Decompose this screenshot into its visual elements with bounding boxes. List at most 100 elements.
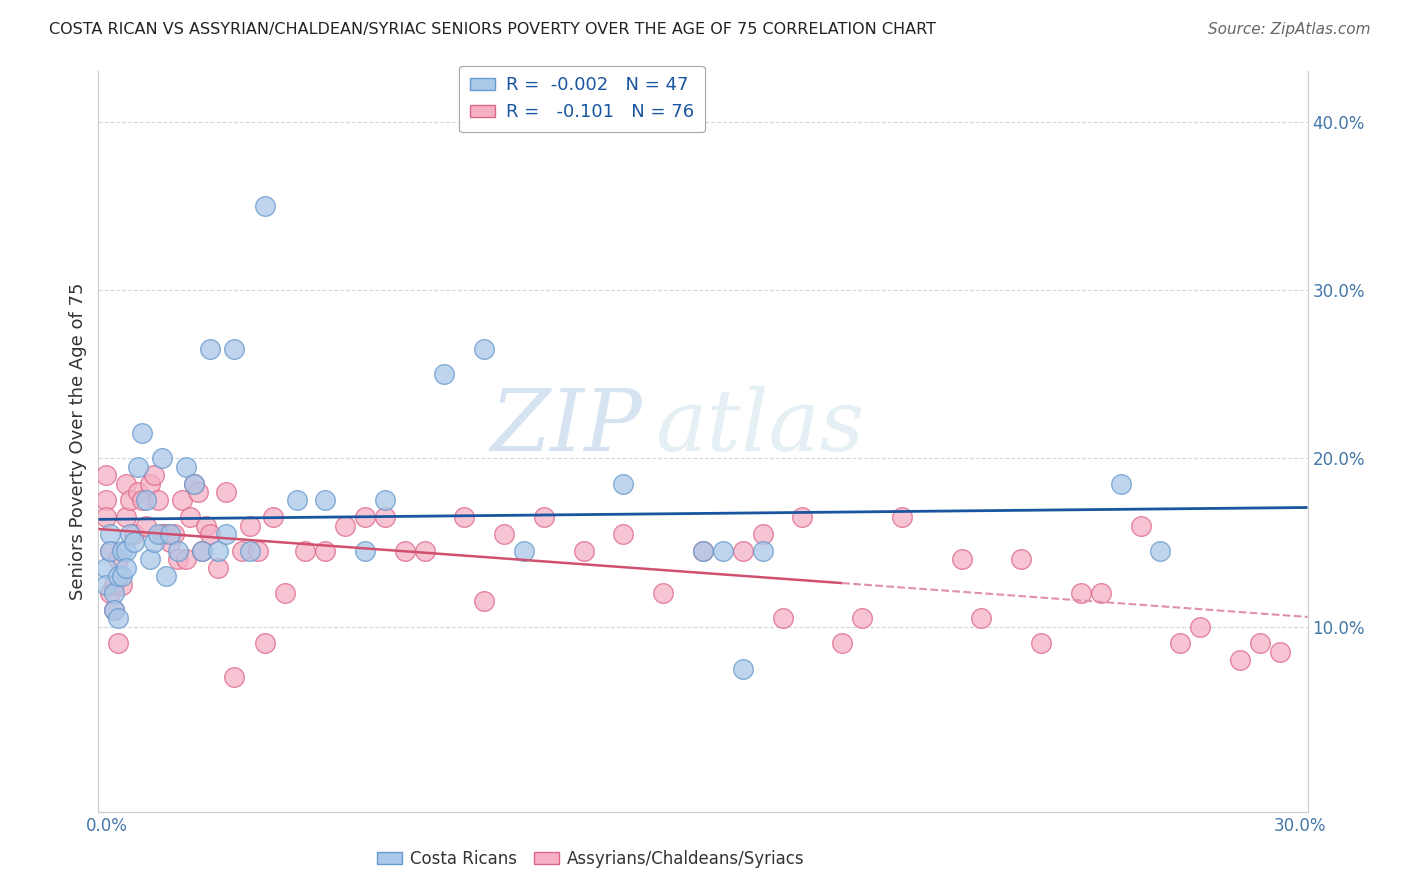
Point: [1229, 653, 1251, 667]
Point: [155, 569, 177, 583]
Point: [254, 199, 277, 213]
Point: [120, 527, 142, 541]
Point: [354, 510, 377, 524]
Point: [354, 544, 377, 558]
Point: [107, 569, 129, 583]
Point: [111, 577, 134, 591]
Point: [453, 510, 475, 524]
Point: [222, 670, 245, 684]
Point: [1268, 645, 1291, 659]
Point: [1129, 518, 1152, 533]
Point: [652, 586, 675, 600]
Point: [167, 552, 190, 566]
Point: [472, 342, 495, 356]
Point: [159, 527, 181, 541]
Y-axis label: Seniors Poverty Over the Age of 75: Seniors Poverty Over the Age of 75: [69, 283, 87, 600]
Point: [1189, 619, 1212, 633]
Point: [533, 510, 555, 524]
Point: [198, 342, 221, 356]
Point: [215, 485, 238, 500]
Point: [1090, 586, 1112, 600]
Text: ZIP: ZIP: [491, 385, 643, 468]
Point: [98, 544, 121, 558]
Point: [179, 510, 201, 524]
Point: [285, 493, 308, 508]
Point: [1010, 552, 1032, 566]
Point: [254, 636, 277, 650]
Point: [1249, 636, 1271, 650]
Point: [96, 577, 118, 591]
Point: [111, 569, 134, 583]
Point: [115, 510, 138, 524]
Point: [494, 527, 516, 541]
Point: [107, 552, 129, 566]
Point: [115, 560, 138, 574]
Point: [274, 586, 297, 600]
Point: [851, 611, 873, 625]
Point: [731, 544, 754, 558]
Point: [198, 527, 221, 541]
Point: [174, 459, 197, 474]
Point: [207, 544, 229, 558]
Point: [139, 552, 162, 566]
Point: [472, 594, 495, 608]
Legend: R =  -0.002   N = 47, R =   -0.101   N = 76: R = -0.002 N = 47, R = -0.101 N = 76: [460, 66, 704, 132]
Point: [1109, 476, 1132, 491]
Point: [183, 476, 205, 491]
Text: Source: ZipAtlas.com: Source: ZipAtlas.com: [1208, 22, 1371, 37]
Point: [731, 662, 754, 676]
Point: [207, 560, 229, 574]
Point: [98, 527, 121, 541]
Point: [751, 527, 773, 541]
Point: [692, 544, 714, 558]
Point: [772, 611, 794, 625]
Point: [183, 476, 205, 491]
Point: [239, 544, 262, 558]
Point: [143, 535, 166, 549]
Point: [314, 493, 336, 508]
Point: [96, 510, 118, 524]
Point: [111, 544, 134, 558]
Point: [98, 544, 121, 558]
Point: [294, 544, 316, 558]
Point: [131, 426, 153, 441]
Point: [970, 611, 993, 625]
Point: [314, 544, 336, 558]
Point: [572, 544, 595, 558]
Point: [98, 586, 121, 600]
Point: [115, 476, 138, 491]
Point: [692, 544, 714, 558]
Point: [187, 485, 209, 500]
Point: [122, 535, 145, 549]
Point: [612, 476, 634, 491]
Point: [170, 493, 193, 508]
Point: [122, 527, 145, 541]
Point: [831, 636, 853, 650]
Legend: Costa Ricans, Assyrians/Chaldeans/Syriacs: Costa Ricans, Assyrians/Chaldeans/Syriac…: [370, 844, 811, 875]
Text: COSTA RICAN VS ASSYRIAN/CHALDEAN/SYRIAC SENIORS POVERTY OVER THE AGE OF 75 CORRE: COSTA RICAN VS ASSYRIAN/CHALDEAN/SYRIAC …: [49, 22, 936, 37]
Point: [950, 552, 973, 566]
Point: [433, 368, 456, 382]
Point: [231, 544, 253, 558]
Point: [711, 544, 734, 558]
Point: [191, 544, 214, 558]
Point: [143, 468, 166, 483]
Point: [215, 527, 238, 541]
Point: [174, 552, 197, 566]
Point: [1070, 586, 1092, 600]
Point: [1029, 636, 1052, 650]
Point: [394, 544, 416, 558]
Point: [150, 527, 173, 541]
Point: [612, 527, 634, 541]
Point: [103, 603, 125, 617]
Point: [120, 493, 142, 508]
Point: [150, 451, 173, 466]
Point: [1149, 544, 1171, 558]
Point: [792, 510, 814, 524]
Point: [163, 527, 186, 541]
Point: [374, 493, 396, 508]
Point: [135, 493, 157, 508]
Point: [1168, 636, 1191, 650]
Point: [890, 510, 912, 524]
Point: [751, 544, 773, 558]
